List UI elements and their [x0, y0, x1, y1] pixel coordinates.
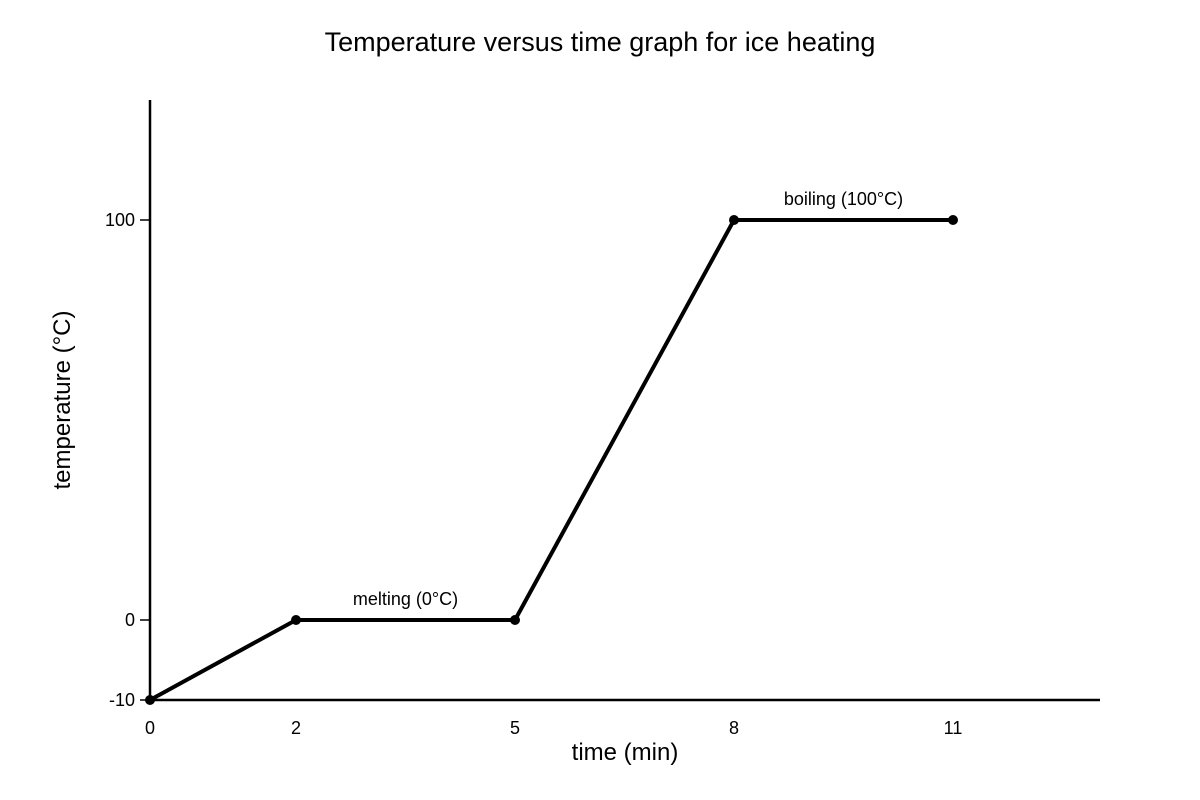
x-tick-label: 2	[291, 718, 301, 738]
y-axis-ticks: -10 0 100	[105, 210, 150, 710]
series-line	[148, 218, 955, 702]
x-tick-label: 11	[944, 718, 963, 738]
data-point	[145, 695, 155, 705]
annotation-label: melting (0°C)	[353, 589, 458, 609]
axes	[148, 100, 1100, 702]
y-tick-label: 0	[125, 610, 135, 630]
series-layer	[145, 215, 958, 705]
y-tick-label: -10	[109, 690, 135, 710]
x-tick-label: 0	[145, 718, 155, 738]
data-point	[948, 215, 958, 225]
chart-title: Temperature versus time graph for ice he…	[325, 27, 876, 57]
x-tick-label: 8	[729, 718, 739, 738]
y-axis-label: temperature (°C)	[49, 311, 76, 490]
y-tick-label: 100	[105, 210, 135, 230]
data-point	[510, 615, 520, 625]
annotation-label: boiling (100°C)	[784, 189, 903, 209]
x-axis-label: time (min)	[572, 739, 679, 766]
data-point	[291, 615, 301, 625]
x-axis-ticks: 0 2 5 8 11	[145, 718, 962, 738]
x-tick-label: 5	[510, 718, 520, 738]
data-point	[729, 215, 739, 225]
annotation-layer: melting (0°C) boiling (100°C)	[353, 189, 903, 609]
